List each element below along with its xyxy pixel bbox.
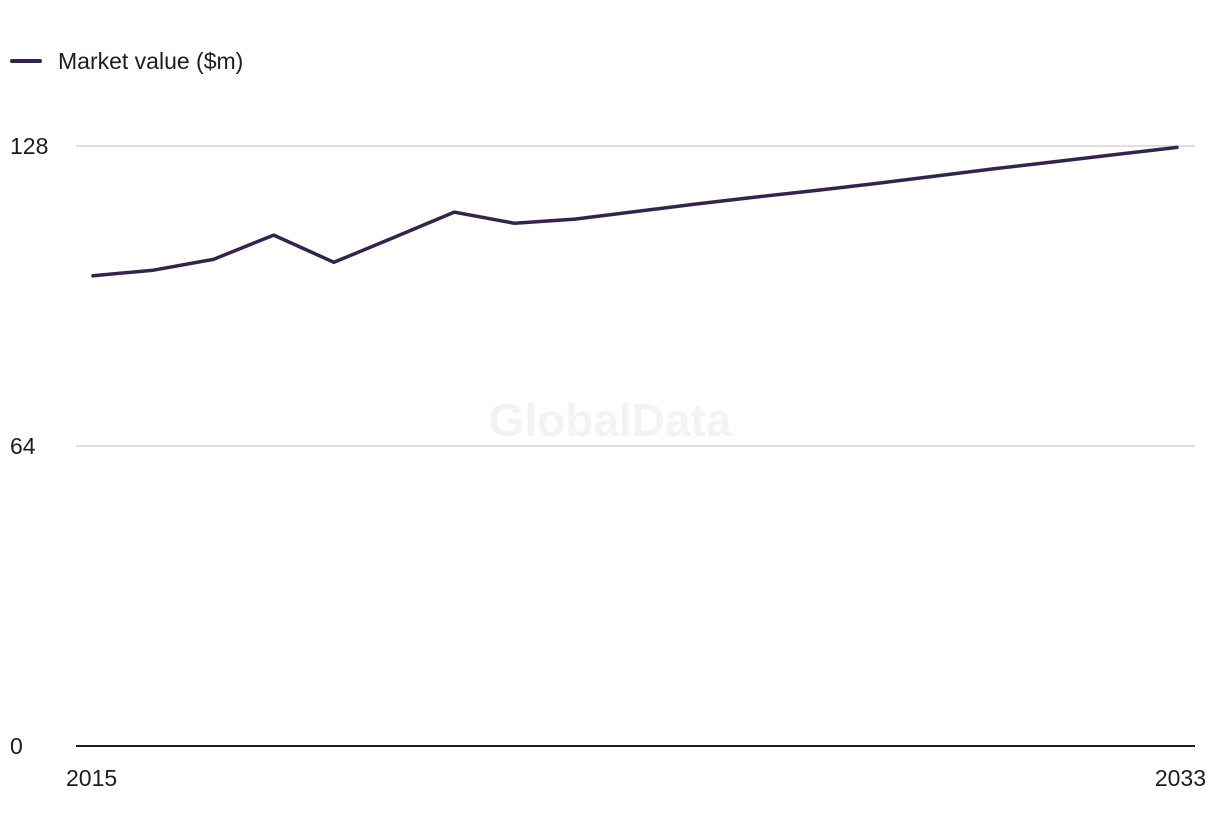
watermark: GlobalData xyxy=(489,394,732,446)
chart-legend: Market value ($m) xyxy=(10,46,243,76)
x-tick-label-2015: 2015 xyxy=(66,765,117,791)
tick-labels: 0 64 128 2015 2033 xyxy=(10,133,1206,791)
y-tick-label-64: 64 xyxy=(10,433,36,459)
y-tick-label-0: 0 xyxy=(10,733,23,759)
legend-swatch xyxy=(10,59,42,63)
x-tick-label-2033: 2033 xyxy=(1155,765,1206,791)
legend-label: Market value ($m) xyxy=(58,47,244,74)
y-tick-label-128: 128 xyxy=(10,133,48,159)
series-layer xyxy=(91,145,1179,278)
series-line-0 xyxy=(91,145,1179,278)
grid-lines xyxy=(76,145,1195,447)
